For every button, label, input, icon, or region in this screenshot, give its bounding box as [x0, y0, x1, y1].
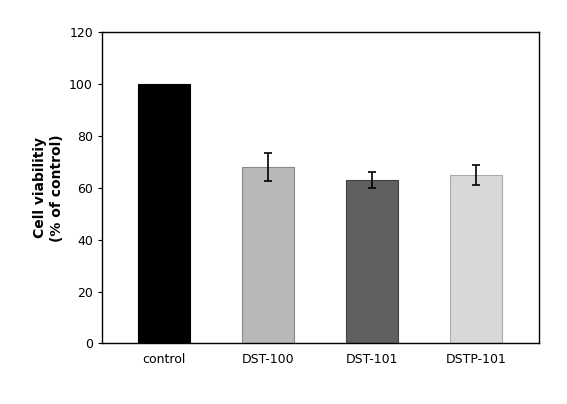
Bar — [346, 180, 398, 343]
Y-axis label: Cell viabilitiy
(% of control): Cell viabilitiy (% of control) — [33, 134, 64, 242]
Bar — [450, 175, 502, 343]
Bar — [138, 84, 191, 343]
Bar — [242, 167, 294, 343]
